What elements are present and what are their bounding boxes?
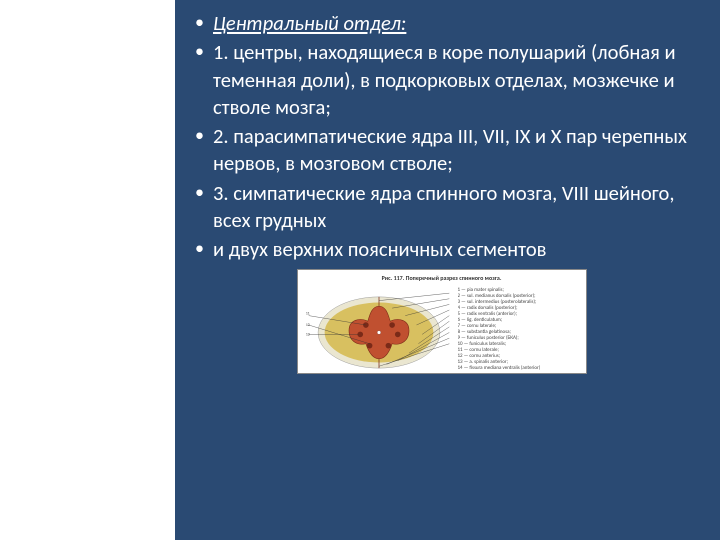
svg-text:11: 11 xyxy=(305,312,309,317)
legend-line: 14 — fissura mediana ventralis (anterior… xyxy=(458,365,580,371)
bullet-icon: • xyxy=(195,10,213,34)
item-text: и двух верхних поясничных сегментов xyxy=(213,236,688,263)
list-item: • Центральный отдел: xyxy=(195,10,688,37)
item-text: 3. симпатические ядра спинного мозга, VI… xyxy=(213,180,688,235)
slide-content: • Центральный отдел: • 1. центры, находя… xyxy=(175,0,720,540)
svg-text:12: 12 xyxy=(305,323,309,328)
left-blank-pane xyxy=(0,0,175,540)
bullet-icon: • xyxy=(195,39,213,63)
spinal-cord-diagram: 11 12 13 xyxy=(304,285,454,374)
figure-caption: Рис. 117. Поперечный разрез спинного моз… xyxy=(382,274,502,282)
list-item: • и двух верхних поясничных сегментов xyxy=(195,236,688,263)
bullet-icon: • xyxy=(195,236,213,260)
item-text: 2. парасимпатические ядра III, VII, IX и… xyxy=(213,123,688,178)
bullet-list: • Центральный отдел: • 1. центры, находя… xyxy=(195,10,688,263)
slide-title: Центральный отдел: xyxy=(213,10,688,37)
bullet-icon: • xyxy=(195,123,213,147)
list-item: • 2. парасимпатические ядра III, VII, IX… xyxy=(195,123,688,178)
list-item: • 3. симпатические ядра спинного мозга, … xyxy=(195,180,688,235)
list-item: • 1. центры, находящиеся в коре полушари… xyxy=(195,39,688,121)
spinal-oval-svg: 11 12 13 xyxy=(304,285,454,374)
svg-text:13: 13 xyxy=(305,333,309,338)
bullet-icon: • xyxy=(195,180,213,204)
figure-legend: 1 — pia mater spinalis; 2 — sul. medianu… xyxy=(458,285,580,374)
anatomy-figure: Рис. 117. Поперечный разрез спинного моз… xyxy=(297,269,587,374)
figure-body: 11 12 13 1 — pia mater spinalis; 2 — sul… xyxy=(304,285,580,374)
item-text: 1. центры, находящиеся в коре полушарий … xyxy=(213,39,688,121)
